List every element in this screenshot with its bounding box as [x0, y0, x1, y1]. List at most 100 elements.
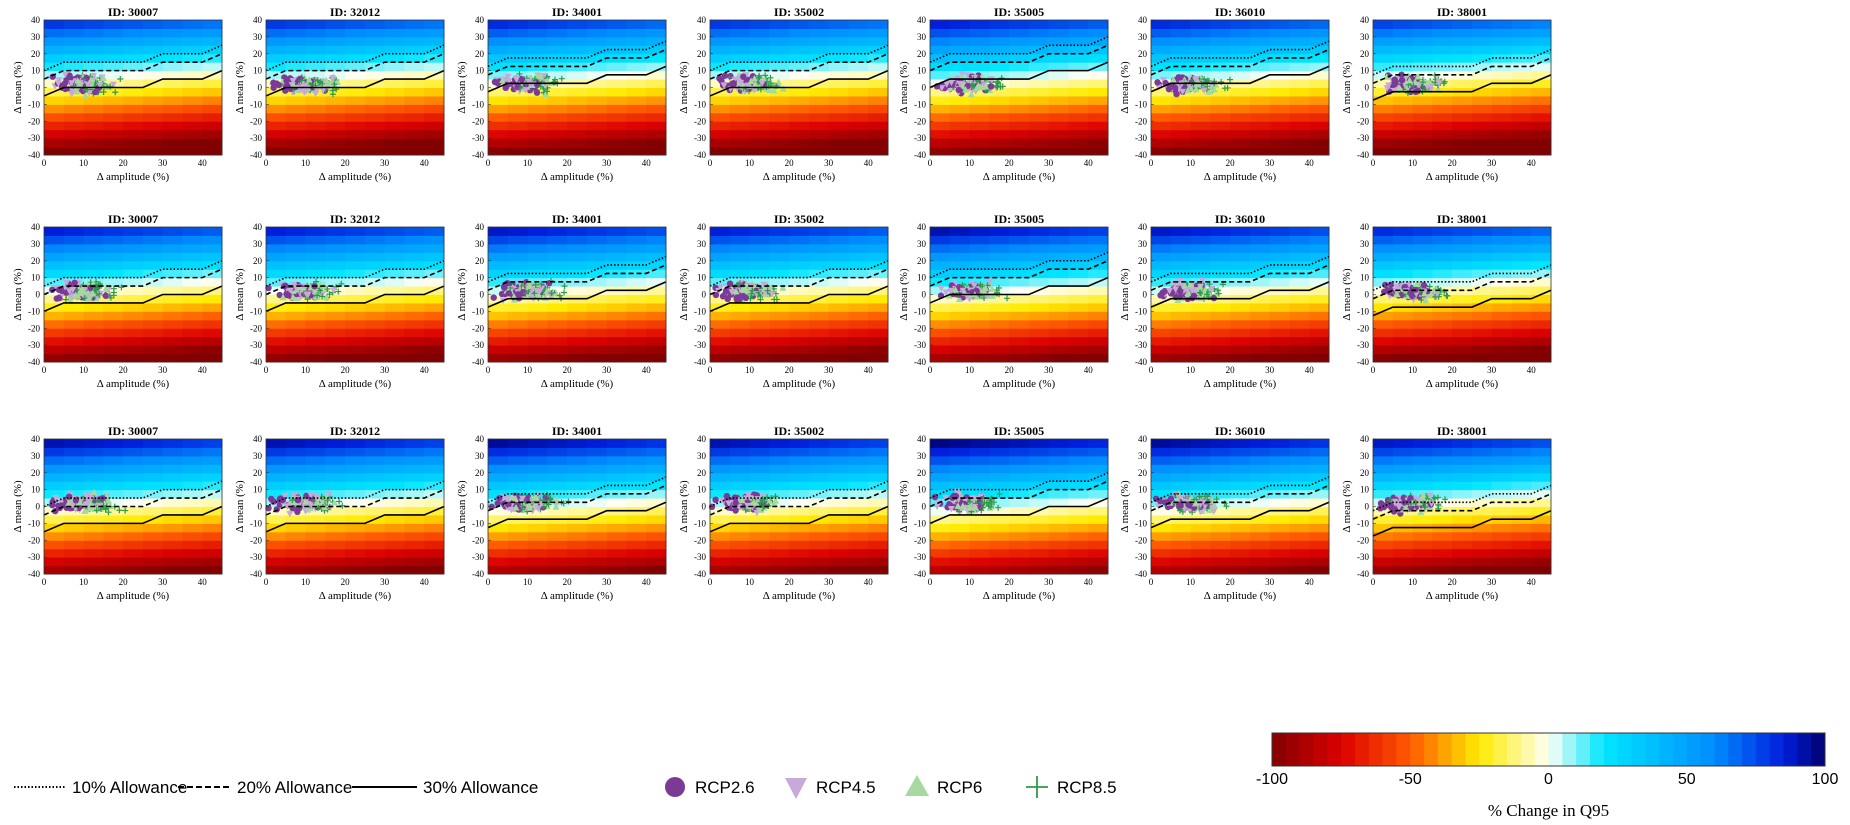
heatmap-cell	[1151, 28, 1172, 38]
heatmap-cell	[488, 319, 509, 329]
heatmap-cell	[325, 243, 346, 253]
heatmap-cell	[364, 129, 386, 139]
y-tick-label: -10	[1357, 306, 1369, 316]
heatmap-cell	[182, 447, 203, 457]
heatmap-cell	[828, 311, 849, 321]
heatmap-cell	[1249, 311, 1271, 321]
marker-rcp45	[291, 492, 299, 499]
heatmap-cell	[285, 62, 307, 72]
heatmap-cell	[848, 336, 869, 346]
heatmap-cell	[182, 95, 203, 105]
line-30pct-allowance	[43, 505, 223, 533]
heatmap-cell	[182, 565, 203, 575]
heatmap-cell	[182, 260, 203, 270]
heatmap-cell	[1249, 79, 1271, 88]
heatmap-cell	[1249, 45, 1271, 55]
heatmap-cell	[1048, 277, 1069, 287]
heatmap-cell	[969, 112, 990, 122]
heatmap-cell	[1170, 121, 1192, 131]
heatmap-cell	[162, 455, 183, 465]
heatmap-cell	[1068, 79, 1089, 88]
heatmap-cell	[606, 95, 627, 105]
heatmap-cell	[1491, 36, 1512, 46]
heatmap-cell	[547, 243, 568, 253]
heatmap-cell	[828, 277, 849, 287]
heatmap-cell	[646, 138, 667, 148]
marker-rcp26	[275, 81, 283, 89]
heatmap-cell	[1373, 104, 1394, 114]
marker-rcp6	[99, 74, 107, 82]
marker-rcp85	[993, 290, 1000, 297]
marker-rcp6	[81, 91, 89, 99]
heatmap-cell	[103, 235, 124, 245]
heatmap-cell	[547, 87, 568, 97]
heatmap-cell	[586, 252, 608, 262]
x-tick-label: 20	[785, 158, 795, 168]
heatmap-cell	[626, 319, 647, 329]
heatmap-cell	[384, 336, 405, 346]
heatmap-cell	[1009, 328, 1030, 338]
line-10pct-allowance	[1150, 40, 1330, 68]
heatmap-cell	[345, 514, 366, 524]
heatmap-cell	[1531, 95, 1552, 105]
marker-rcp6	[289, 293, 297, 301]
heatmap-cell	[162, 328, 183, 338]
heatmap-cell	[1309, 95, 1330, 105]
heatmap-cell	[266, 514, 287, 524]
heatmap-cell	[63, 353, 85, 363]
heatmap-cell	[345, 104, 366, 114]
heatmap-cell	[606, 227, 627, 236]
heatmap-cell	[1009, 62, 1030, 72]
heatmap-cell	[1432, 260, 1453, 270]
heatmap-cell	[266, 447, 287, 457]
heatmap-cell	[1048, 286, 1069, 295]
heatmap-cell	[1452, 95, 1473, 105]
marker-rcp26	[716, 75, 723, 82]
heatmap-cell	[1009, 87, 1030, 97]
heatmap-cell	[202, 121, 223, 131]
heatmap-cell	[1068, 302, 1089, 312]
heatmap-cell	[808, 286, 830, 295]
y-tick-label: -40	[28, 569, 40, 579]
heatmap-cell	[142, 506, 164, 516]
heatmap-cell	[769, 62, 790, 72]
heatmap-cell	[123, 146, 144, 156]
heatmap-cell	[345, 20, 366, 29]
x-tick-label: 40	[1084, 365, 1094, 375]
heatmap-cell	[266, 146, 287, 156]
heatmap-cell	[63, 464, 85, 474]
heatmap-cell	[123, 531, 144, 541]
heatmap-cell	[1491, 53, 1512, 63]
x-axis-label: Δ amplitude (%)	[763, 171, 836, 183]
heatmap-cell	[305, 260, 326, 270]
heatmap-cell	[1289, 311, 1310, 321]
heatmap-cell	[949, 336, 971, 346]
heatmap-cell	[1269, 62, 1290, 72]
marker-rcp6	[78, 289, 86, 297]
heatmap-cell	[1511, 302, 1532, 312]
heatmap-cell	[749, 277, 770, 287]
heatmap-cell	[749, 252, 770, 262]
marker-rcp85	[110, 289, 117, 296]
y-tick-label: 0	[36, 290, 41, 300]
heatmap-cell	[1151, 277, 1172, 287]
heatmap-cell	[626, 95, 647, 105]
heatmap-cell	[1392, 294, 1414, 304]
heatmap-cell	[527, 95, 548, 105]
heatmap-cell	[1471, 311, 1493, 321]
marker-rcp45	[768, 291, 776, 298]
y-tick-label: 30	[475, 239, 485, 249]
heatmap-cell	[404, 53, 425, 63]
heatmap-cell	[123, 353, 144, 363]
heatmap-cell	[646, 45, 667, 55]
heatmap-cell	[547, 104, 568, 114]
y-tick-label: -20	[28, 116, 40, 126]
heatmap-cell	[710, 146, 731, 156]
heatmap-cell	[848, 95, 869, 105]
y-tick-label: 40	[917, 15, 927, 25]
heatmap-cell	[345, 506, 366, 516]
heatmap-cell	[44, 514, 65, 524]
heatmap-cell	[710, 121, 731, 131]
heatmap-cell	[769, 302, 790, 312]
heatmap-cell	[1151, 243, 1172, 253]
